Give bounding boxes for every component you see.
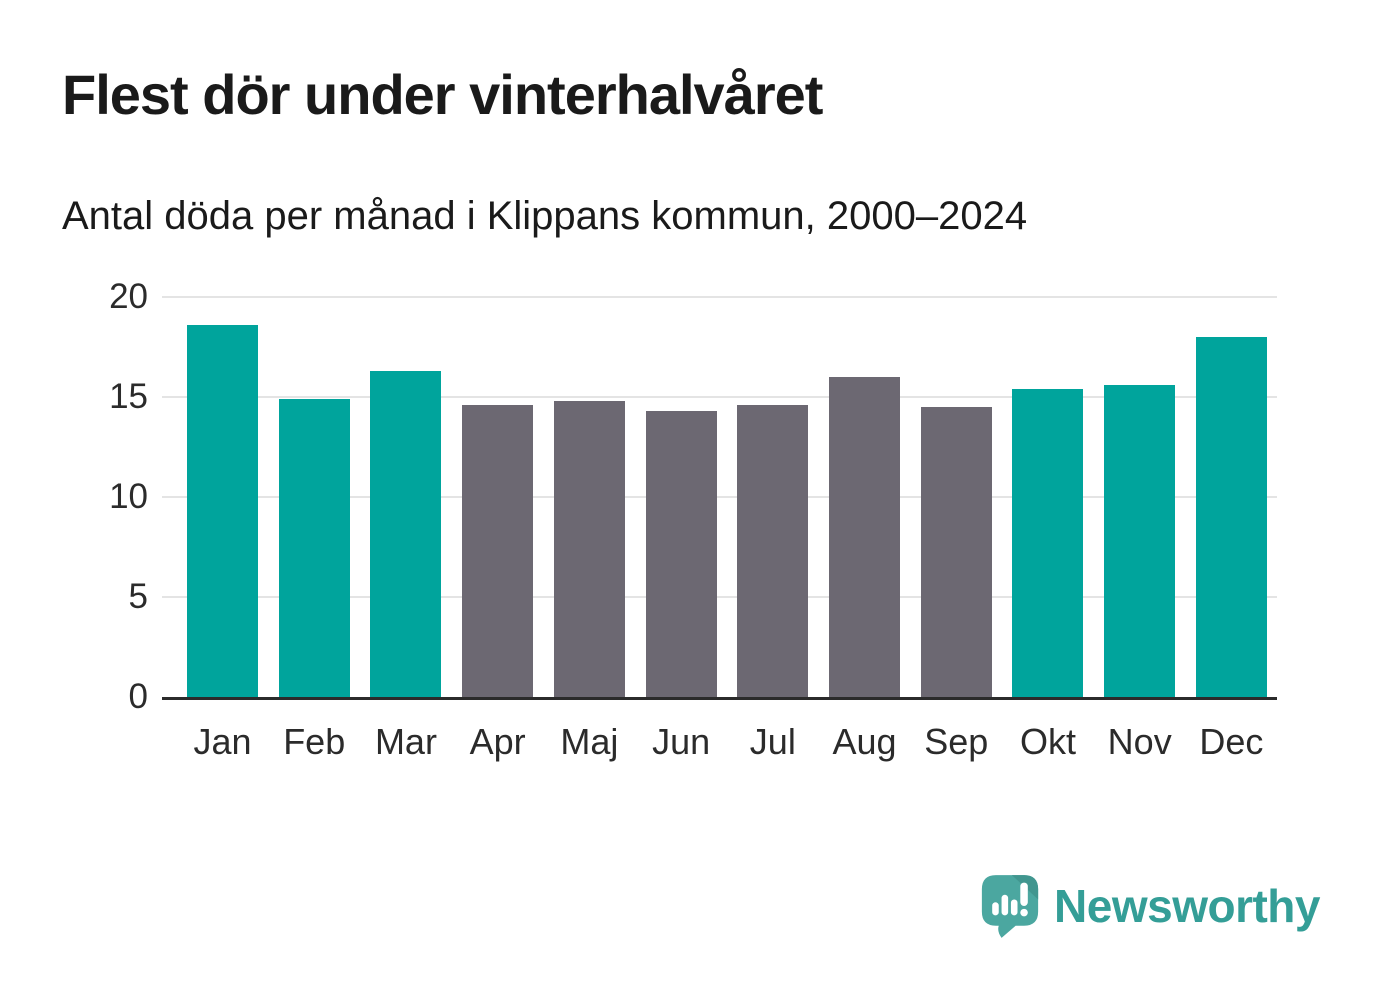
newsworthy-logo-icon (981, 875, 1039, 938)
x-tick-label: Nov (1107, 721, 1172, 762)
x-tick-label: Apr (469, 721, 526, 762)
x-tick-label: Jun (652, 721, 711, 762)
bar-dec (1195, 337, 1267, 697)
bar-chart-plot-area (162, 296, 1277, 700)
y-tick-label: 10 (109, 477, 148, 516)
bar-jan (187, 325, 258, 697)
bar-okt (1012, 389, 1084, 697)
x-tick-label: Mar (374, 721, 437, 762)
x-tick-label: Sep (924, 721, 989, 762)
y-tick-label: 0 (128, 677, 148, 716)
bar-nov (1104, 385, 1176, 697)
x-tick-label: Okt (1019, 721, 1076, 762)
chart-subtitle: Antal döda per månad i Klippans kommun, … (62, 194, 1028, 238)
bar-aug (829, 377, 901, 697)
bar-mar (370, 371, 442, 697)
y-tick-label: 20 (109, 277, 148, 316)
y-tick-label: 15 (109, 377, 148, 416)
brand-name: Newsworthy (1054, 880, 1320, 932)
bar-apr (462, 405, 534, 697)
brand-footer: Newsworthy (980, 872, 1320, 940)
bar-maj (553, 401, 625, 697)
x-tick-label: Aug (832, 721, 897, 762)
x-tick-label: Jul (749, 721, 796, 762)
x-tick-label: Feb (283, 721, 346, 762)
gridline (162, 296, 1277, 298)
y-axis-labels: 0 5 10 15 20 (0, 277, 148, 716)
y-tick-label: 5 (128, 577, 148, 616)
x-axis-labels: Jan Feb Mar Apr Maj Jun Jul Aug Sep Okt Nov Dec (162, 714, 1277, 770)
bar-jun (645, 411, 717, 697)
x-tick-label: Dec (1199, 721, 1264, 762)
bars-layer (162, 297, 1277, 697)
bar-feb (278, 399, 350, 697)
gridline (162, 496, 1277, 498)
bar-sep (920, 407, 992, 697)
gridline (162, 596, 1277, 598)
x-tick-label: Maj (560, 721, 619, 762)
chart-title: Flest dör under vinterhalvåret (62, 63, 823, 126)
x-tick-label: Jan (193, 721, 252, 762)
gridline (162, 396, 1277, 398)
bar-jul (737, 405, 809, 697)
